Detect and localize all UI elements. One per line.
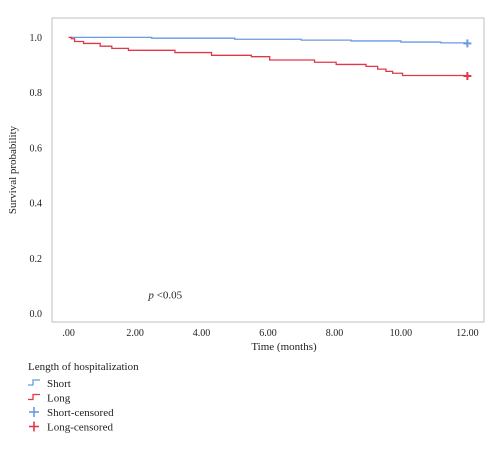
- legend-label: Long-censored: [47, 422, 113, 434]
- y-tick-label: 1.0: [30, 33, 43, 44]
- y-tick-label: 0.4: [30, 199, 43, 210]
- p-value-annotation: p <0.05: [147, 290, 182, 302]
- legend-step-swatch: [28, 393, 40, 401]
- legend-title: Length of hospitalization: [28, 361, 139, 373]
- legend-item: Short-censored: [29, 407, 114, 419]
- x-tick-label: 2.00: [126, 328, 144, 339]
- legend-label: Short: [47, 378, 71, 390]
- legend: Length of hospitalization Short Long Short…: [28, 361, 139, 434]
- legend-step-swatch: [28, 379, 40, 386]
- x-tick-label: 4.00: [193, 328, 211, 339]
- y-tick-label: 0.0: [30, 309, 43, 320]
- x-axis-title: Time (months): [251, 341, 317, 353]
- x-tick-label: 8.00: [326, 328, 344, 339]
- censor-mark-long: [463, 72, 472, 81]
- y-axis-title: Survival probability: [7, 125, 19, 214]
- p-value-symbol: p: [147, 290, 154, 302]
- legend-item: Long: [28, 393, 71, 405]
- legend-item: Long-censored: [29, 421, 113, 434]
- censor-mark-short: [463, 39, 472, 48]
- x-tick-label: 12.00: [456, 328, 479, 339]
- p-value-text: <0.05: [154, 290, 183, 302]
- legend-label: Short-censored: [47, 407, 114, 419]
- y-tick-label: 0.2: [30, 254, 43, 265]
- legend-item: Short: [28, 378, 71, 390]
- y-tick-label: 0.8: [30, 88, 43, 99]
- legend-label: Long: [47, 393, 71, 405]
- plot-frame: [51, 17, 485, 323]
- x-tick-label: 10.00: [390, 328, 413, 339]
- series-line-short: [68, 36, 469, 44]
- x-tick-label: 6.00: [259, 328, 277, 339]
- series-line-long: [68, 36, 469, 77]
- x-tick-label: .00: [62, 328, 75, 339]
- y-tick-label: 0.6: [30, 143, 43, 154]
